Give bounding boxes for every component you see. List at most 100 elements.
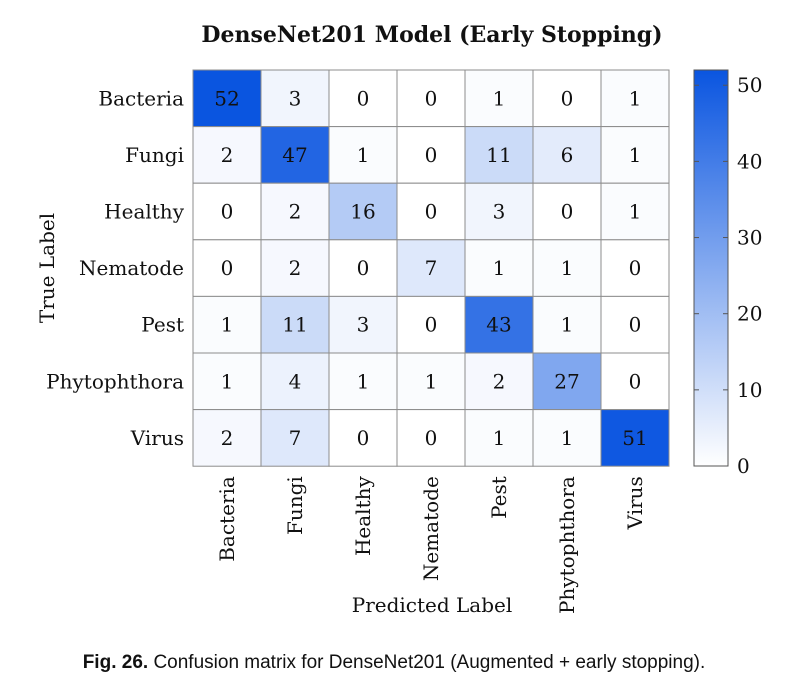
matrix-cell xyxy=(192,352,262,411)
matrix-cell xyxy=(600,352,670,411)
colorbar-tick-label: 10 xyxy=(737,378,762,402)
cell-value-label: 3 xyxy=(357,313,370,337)
colorbar xyxy=(693,69,729,467)
matrix-cell xyxy=(396,352,466,411)
colorbar-tick-label: 30 xyxy=(737,226,762,250)
cell-value-label: 52 xyxy=(214,86,239,110)
y-axis-label: True Label xyxy=(35,213,59,323)
matrix-cell xyxy=(532,69,602,128)
matrix-cell xyxy=(328,69,398,128)
cell-value-label: 0 xyxy=(425,86,438,110)
cell-value-label: 4 xyxy=(289,369,302,393)
cell-value-label: 2 xyxy=(289,200,302,224)
cell-value-label: 0 xyxy=(425,200,438,224)
cell-value-label: 1 xyxy=(493,256,506,280)
matrix-cell xyxy=(464,409,534,467)
cell-value-label: 1 xyxy=(221,369,234,393)
caption-label: Fig. 26. xyxy=(82,652,149,673)
cell-value-label: 0 xyxy=(629,369,642,393)
cell-value-label: 1 xyxy=(561,313,574,337)
matrix-cell xyxy=(600,126,670,184)
cell-value-label: 27 xyxy=(554,369,579,393)
matrix-cell xyxy=(192,126,262,184)
column-labels: Bacteria Fungi Healthy Nematode Pest Phytopht… xyxy=(215,476,647,615)
figure-caption: Fig. 26. Confusion matrix for DenseNet20… xyxy=(0,652,788,674)
x-axis-label: Predicted Label xyxy=(352,593,513,617)
cell-value-label: 2 xyxy=(493,369,506,393)
cell-value-label: 2 xyxy=(221,426,234,450)
cell-value-label: 1 xyxy=(561,256,574,280)
confusion-matrix-figure: DenseNet201 Model (Early Stopping) 52 3 0 0… xyxy=(35,22,762,617)
colorbar-tick-label: 50 xyxy=(737,73,762,97)
cell-value-label: 43 xyxy=(486,313,511,337)
column-tick-label: Healthy xyxy=(351,476,375,557)
row-labels: Bacteria Fungi Healthy Nematode Pest Phytopht… xyxy=(46,86,185,450)
row-tick-label: Healthy xyxy=(104,200,185,224)
matrix-cell xyxy=(328,295,398,354)
matrix-cell xyxy=(192,409,262,467)
cell-value-label: 1 xyxy=(493,86,506,110)
row-tick-label: Fungi xyxy=(125,143,184,167)
cell-value-label: 7 xyxy=(425,256,438,280)
row-tick-label: Pest xyxy=(141,313,184,337)
colorbar-tick-label: 20 xyxy=(737,302,762,326)
cell-value-label: 1 xyxy=(493,426,506,450)
cell-value-label: 1 xyxy=(357,369,370,393)
column-tick-label: Fungi xyxy=(283,476,307,535)
cell-value-label: 1 xyxy=(425,369,438,393)
matrix-cell xyxy=(396,409,466,467)
row-tick-label: Phytophthora xyxy=(46,369,184,393)
cell-value-label: 0 xyxy=(357,86,370,110)
column-tick-label: Pest xyxy=(487,476,511,519)
cell-value-label: 0 xyxy=(425,426,438,450)
matrix-cell xyxy=(600,182,670,241)
row-tick-label: Bacteria xyxy=(98,86,184,110)
matrix-cell xyxy=(532,239,602,297)
matrix-cell xyxy=(328,409,398,467)
matrix-cell xyxy=(260,182,330,241)
matrix-cell xyxy=(328,182,398,241)
matrix-cell xyxy=(532,182,602,241)
cell-value-label: 0 xyxy=(357,426,370,450)
cell-value-label: 51 xyxy=(622,426,647,450)
cell-value-label: 2 xyxy=(221,143,234,167)
cell-value-label: 1 xyxy=(561,426,574,450)
matrix-cell xyxy=(328,126,398,184)
row-tick-label: Nematode xyxy=(79,256,184,280)
cell-value-label: 6 xyxy=(561,143,574,167)
cell-value-label: 1 xyxy=(629,143,642,167)
colorbar-tick-label: 0 xyxy=(737,454,750,478)
cell-value-label: 1 xyxy=(221,313,234,337)
matrix-cell xyxy=(396,182,466,241)
cell-value-label: 0 xyxy=(629,256,642,280)
cell-value-label: 0 xyxy=(425,313,438,337)
matrix-cell xyxy=(600,239,670,297)
chart-title: DenseNet201 Model (Early Stopping) xyxy=(201,22,662,48)
cell-value-label: 11 xyxy=(486,143,511,167)
cell-value-label: 16 xyxy=(350,200,375,224)
column-tick-label: Virus xyxy=(623,476,647,530)
matrix-cell xyxy=(260,69,330,128)
cell-value-label: 2 xyxy=(289,256,302,280)
matrix-cell xyxy=(464,182,534,241)
matrix-cell xyxy=(192,69,262,128)
cell-value-label: 47 xyxy=(282,143,307,167)
cell-value-label: 0 xyxy=(561,200,574,224)
column-tick-label: Nematode xyxy=(419,476,443,581)
matrix-cell xyxy=(600,409,670,467)
matrix-cell xyxy=(260,352,330,411)
matrix-cell xyxy=(464,126,534,184)
column-tick-label: Phytophthora xyxy=(555,476,579,614)
matrix-cell xyxy=(192,295,262,354)
matrix-cell xyxy=(464,352,534,411)
cell-value-label: 0 xyxy=(629,313,642,337)
matrix-cells: 52 3 0 0 1 0 12 47 1 0 11 6 10 2 16 0 3 0 10 2 0 7 1 1 01 11 3 0 43 1… xyxy=(192,69,670,467)
cell-value-label: 0 xyxy=(221,256,234,280)
colorbar-ticks: 0 10 20 30 40 50 xyxy=(694,73,762,478)
cell-value-label: 3 xyxy=(493,200,506,224)
cell-value-label: 0 xyxy=(357,256,370,280)
cell-value-label: 7 xyxy=(289,426,302,450)
colorbar-tick-label: 40 xyxy=(737,149,762,173)
matrix-cell xyxy=(532,409,602,467)
cell-value-label: 1 xyxy=(629,86,642,110)
